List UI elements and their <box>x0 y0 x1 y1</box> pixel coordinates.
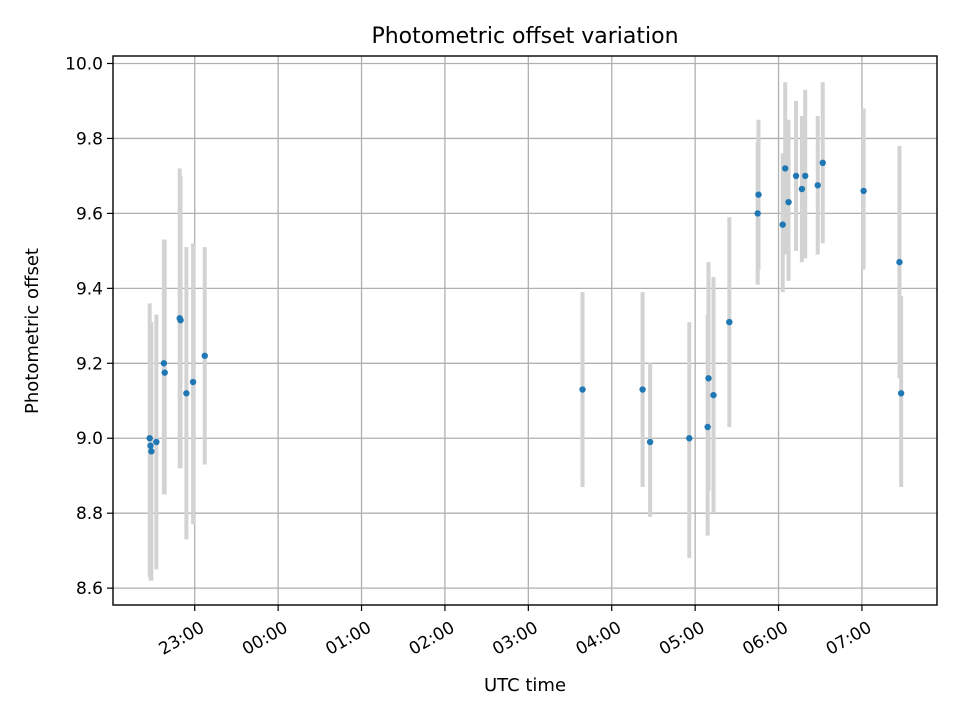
x-tick-label: 06:00 <box>739 618 791 660</box>
y-tick-label: 9.6 <box>76 204 103 224</box>
data-point <box>705 375 712 382</box>
data-point <box>819 159 826 167</box>
data-point <box>897 390 905 397</box>
data-point <box>896 258 903 266</box>
data-point <box>755 191 762 198</box>
y-axis-label: Photometric offset <box>22 248 43 414</box>
x-tick-label: 23:00 <box>156 618 208 660</box>
data-point <box>814 182 821 189</box>
y-axis-ticks: 8.6 8.8 9.0 9.2 9.4 9.6 9.8 10.0 <box>65 54 113 599</box>
y-tick-label: 10.0 <box>65 54 103 74</box>
x-axis-ticks: 23:00 00:00 01:00 02:00 03:00 04:00 05:00 06:00… <box>156 605 875 660</box>
data-point <box>189 378 197 386</box>
x-tick-label: 04:00 <box>573 618 625 660</box>
data-point <box>148 448 155 455</box>
data-point <box>146 435 153 442</box>
data-point <box>161 369 168 376</box>
data-point <box>798 185 806 193</box>
x-axis-label: UTC time <box>484 675 566 696</box>
x-tick-label: 05:00 <box>656 618 708 660</box>
data-point <box>792 172 800 180</box>
data-point <box>782 165 789 172</box>
data-point <box>802 172 809 180</box>
x-tick-label: 07:00 <box>823 618 875 660</box>
data-point <box>704 423 711 431</box>
data-point <box>177 316 184 324</box>
data-point <box>579 386 586 393</box>
data-point <box>754 210 761 217</box>
data-point <box>726 318 733 326</box>
y-tick-label: 9.0 <box>76 429 103 449</box>
data-point <box>639 386 646 393</box>
grid-lines <box>113 56 937 605</box>
data-point <box>860 187 867 195</box>
data-point <box>153 438 160 446</box>
x-tick-label: 00:00 <box>239 618 291 660</box>
data-point <box>646 438 654 446</box>
data-point <box>710 391 717 399</box>
data-point <box>147 442 154 449</box>
error-bars <box>147 82 904 581</box>
x-tick-label: 02:00 <box>406 618 458 660</box>
y-tick-label: 9.4 <box>76 279 103 299</box>
y-tick-label: 8.8 <box>76 504 103 524</box>
data-point <box>686 435 693 442</box>
x-tick-label: 03:00 <box>489 618 541 660</box>
chart-title: Photometric offset variation <box>371 24 678 49</box>
y-tick-label: 8.6 <box>76 579 103 599</box>
data-point <box>201 352 208 359</box>
y-tick-label: 9.2 <box>76 354 103 374</box>
data-point <box>183 390 190 397</box>
data-point <box>785 198 792 206</box>
plot-frame <box>112 55 938 606</box>
y-tick-label: 9.8 <box>76 129 103 149</box>
data-points <box>146 159 905 455</box>
data-point <box>160 360 168 367</box>
data-point <box>779 221 786 228</box>
x-tick-label: 01:00 <box>322 618 374 660</box>
